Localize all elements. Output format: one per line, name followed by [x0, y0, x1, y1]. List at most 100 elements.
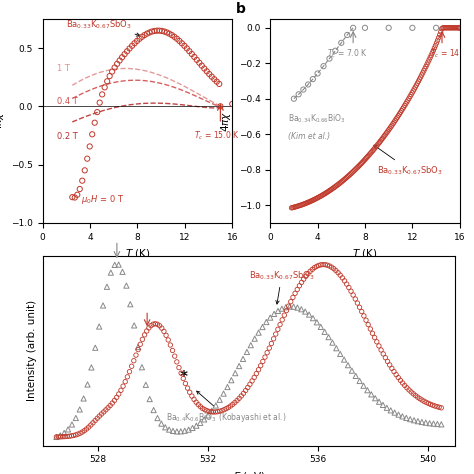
Point	[180, 374, 187, 382]
Point	[111, 64, 118, 71]
Point	[222, 405, 230, 412]
Point	[410, 417, 418, 424]
Point	[426, 54, 434, 61]
Point	[416, 395, 424, 402]
Point	[173, 358, 181, 365]
Point	[225, 403, 232, 411]
Point	[389, 120, 397, 128]
Point	[181, 427, 189, 435]
Point	[361, 156, 368, 164]
Point	[210, 408, 217, 416]
Point	[100, 408, 108, 416]
Point	[344, 173, 351, 181]
Point	[113, 393, 120, 401]
Point	[91, 344, 99, 352]
Point	[331, 183, 339, 191]
Point	[356, 377, 364, 385]
Y-axis label: $4\pi\chi$: $4\pi\chi$	[0, 110, 6, 131]
Point	[374, 141, 381, 149]
Point	[372, 394, 379, 402]
Point	[210, 75, 218, 83]
Point	[348, 169, 356, 177]
Point	[432, 42, 439, 49]
Point	[349, 24, 357, 32]
Point	[147, 322, 155, 329]
Point	[109, 68, 116, 75]
Point	[247, 341, 255, 349]
Point	[371, 334, 378, 341]
Point	[315, 262, 322, 269]
Point	[343, 31, 351, 39]
Point	[76, 406, 83, 413]
Point	[301, 308, 309, 315]
Point	[96, 99, 103, 107]
Point	[119, 383, 127, 390]
Point	[395, 112, 402, 119]
Point	[243, 348, 251, 356]
Point	[356, 161, 364, 168]
Point	[220, 406, 228, 413]
Point	[214, 408, 221, 416]
Point	[205, 70, 213, 78]
Point	[379, 401, 387, 409]
Point	[106, 402, 114, 410]
Point	[255, 329, 263, 337]
Point	[328, 264, 336, 271]
Point	[290, 303, 297, 310]
Point	[146, 28, 153, 36]
Point	[65, 432, 73, 440]
Point	[141, 31, 148, 39]
Point	[308, 197, 315, 205]
Point	[138, 336, 146, 343]
Point	[163, 28, 171, 36]
Point	[188, 392, 196, 400]
Point	[169, 346, 176, 354]
Point	[149, 320, 157, 328]
Point	[142, 381, 150, 389]
Point	[188, 50, 196, 58]
Point	[81, 166, 89, 174]
Point	[123, 47, 131, 55]
Point	[155, 27, 163, 35]
Point	[289, 293, 297, 301]
Point	[430, 420, 438, 428]
Point	[297, 201, 305, 209]
Point	[265, 344, 273, 352]
Point	[61, 433, 69, 440]
Point	[456, 24, 464, 32]
Point	[324, 188, 331, 196]
Point	[162, 423, 169, 431]
Text: Ba$_{0.33}$K$_{0.67}$SbO$_3$: Ba$_{0.33}$K$_{0.67}$SbO$_3$	[249, 269, 315, 304]
Point	[190, 396, 198, 403]
Point	[451, 24, 458, 32]
Point	[350, 167, 358, 174]
Point	[115, 261, 122, 268]
Point	[246, 381, 254, 388]
Point	[151, 27, 158, 35]
Point	[381, 132, 388, 139]
Point	[422, 63, 430, 70]
Point	[91, 417, 99, 424]
Point	[233, 397, 241, 404]
Point	[189, 424, 196, 432]
Point	[270, 310, 278, 318]
Point	[220, 390, 228, 397]
Point	[101, 83, 109, 91]
Point	[59, 433, 67, 440]
Point	[447, 24, 454, 32]
Point	[298, 201, 306, 209]
Point	[399, 412, 406, 420]
Point	[164, 336, 172, 344]
Point	[382, 354, 389, 362]
Point	[201, 416, 208, 423]
Point	[171, 33, 178, 41]
Point	[317, 323, 325, 331]
Point	[347, 287, 355, 295]
Point	[295, 91, 302, 98]
Point	[309, 75, 317, 83]
Point	[195, 59, 203, 66]
Point	[418, 418, 426, 426]
Point	[321, 261, 329, 268]
Point	[208, 407, 216, 415]
Point	[162, 331, 170, 339]
